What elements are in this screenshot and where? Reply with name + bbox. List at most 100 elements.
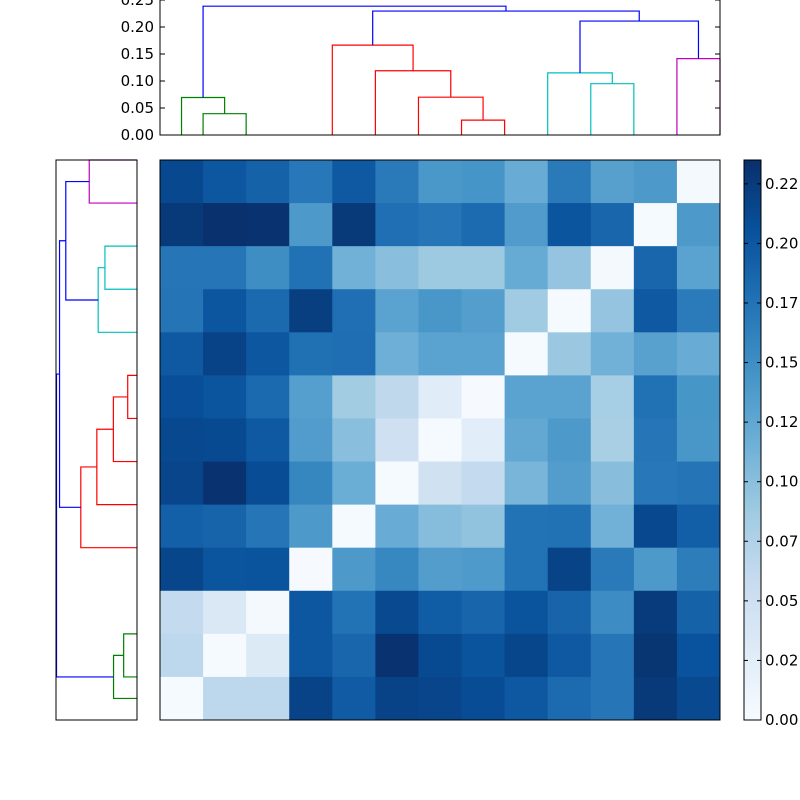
heatmap-cell [461,547,506,592]
heatmap-cell [676,633,721,678]
heatmap-cell [375,504,419,549]
heatmap-cell [246,289,290,333]
heatmap-cell [418,203,463,247]
heatmap-cell [461,246,506,290]
heatmap-cell [504,676,549,721]
heatmap-cell [246,160,290,204]
heatmap-cell [375,461,419,506]
heatmap-cell [504,160,549,204]
top-dendrogram-link [202,113,247,135]
heatmap-cell [332,246,376,290]
left-dendrogram-link [123,633,137,678]
heatmap-cell [504,289,549,333]
heatmap-cell [246,418,290,463]
heatmap-cell [676,289,721,333]
top-dendrogram-link [676,57,721,135]
heatmap-cell [547,633,592,678]
top-dendrogram-tick-label: 0.15 [121,45,154,63]
left-dendrogram-link [65,180,99,301]
heatmap-cell [633,375,678,419]
heatmap-cell [633,246,678,290]
heatmap-cell [332,418,376,463]
colorbar-tick-label: 0.10 [765,473,798,491]
heatmap-cell [418,547,463,592]
heatmap-cell [289,590,333,635]
heatmap-cell [461,676,506,721]
heatmap-cell [590,289,635,333]
top-dendrogram-frame [159,0,721,136]
heatmap-cell [547,375,592,419]
heatmap-cell [289,160,333,204]
heatmap-cell [590,160,635,204]
heatmap-cell [160,676,204,721]
colorbar-tick-label: 0.17 [765,294,798,312]
top-dendrogram-link [590,83,635,135]
heatmap-cell [203,461,247,506]
top-dendrogram-link [374,70,452,135]
heatmap-cell [332,590,376,635]
heatmap-cell [504,504,549,549]
heatmap-cell [289,246,333,290]
heatmap-cell [676,547,721,592]
heatmap-cell [246,332,290,376]
top-dendrogram-link [372,10,640,46]
colorbar-tick-label: 0.02 [765,651,798,669]
heatmap-cell [633,332,678,376]
heatmap-cell [246,547,290,592]
heatmap-cell [160,160,204,204]
heatmap-cell [203,375,247,419]
heatmap-cell [418,332,463,376]
heatmap-cell [547,590,592,635]
colorbar-tick-label: 0.07 [765,532,798,550]
heatmap-cell [375,375,419,419]
heatmap-cell [547,160,592,204]
heatmap-cell [590,246,635,290]
top-dendrogram-link [579,20,700,73]
heatmap-cell [375,246,419,290]
heatmap-cell [633,676,678,721]
heatmap-cell [203,203,247,247]
top-dendrogram-tick-label: 0.20 [121,18,154,36]
left-dendrogram-link [104,245,137,290]
heatmap-cell [590,590,635,635]
left-dendrogram [55,159,138,721]
left-dendrogram-link [58,240,81,508]
heatmap-cell [246,461,290,506]
heatmap-cell [289,504,333,549]
heatmap-cell [633,547,678,592]
colorbar-tick-label: 0.15 [765,354,798,372]
top-dendrogram: 0.00 0.05 0.10 0.15 0.20 0.25 [121,0,721,144]
heatmap-cell [375,289,419,333]
colorbar-tick-label: 0.22 [765,175,798,193]
heatmap-cell [418,246,463,290]
heatmap-cell [590,418,635,463]
heatmap-cell [590,332,635,376]
heatmap-cell [375,633,419,678]
heatmap-cell [375,547,419,592]
heatmap-cell [633,590,678,635]
heatmap-cell [375,590,419,635]
heatmap-cell [504,633,549,678]
heatmap-cell [332,633,376,678]
top-dendrogram-link [202,5,507,98]
heatmap-cell [633,418,678,463]
heatmap-cell [160,332,204,376]
heatmap-cell [418,160,463,204]
heatmap-cell [504,590,549,635]
heatmap-cell [289,375,333,419]
heatmap-cell [332,461,376,506]
left-dendrogram-link [97,267,137,333]
heatmap-cell [547,461,592,506]
heatmap-cell [590,504,635,549]
top-dendrogram-tick-label: 0.05 [121,99,154,117]
heatmap-cell [461,461,506,506]
heatmap-cell [203,246,247,290]
heatmap-cell [160,418,204,463]
heatmap-cell [332,375,376,419]
heatmap-cell [590,461,635,506]
left-dendrogram-link [80,466,137,549]
heatmap-matrix [159,159,721,721]
heatmap-cell [504,418,549,463]
heatmap-cell [461,590,506,635]
